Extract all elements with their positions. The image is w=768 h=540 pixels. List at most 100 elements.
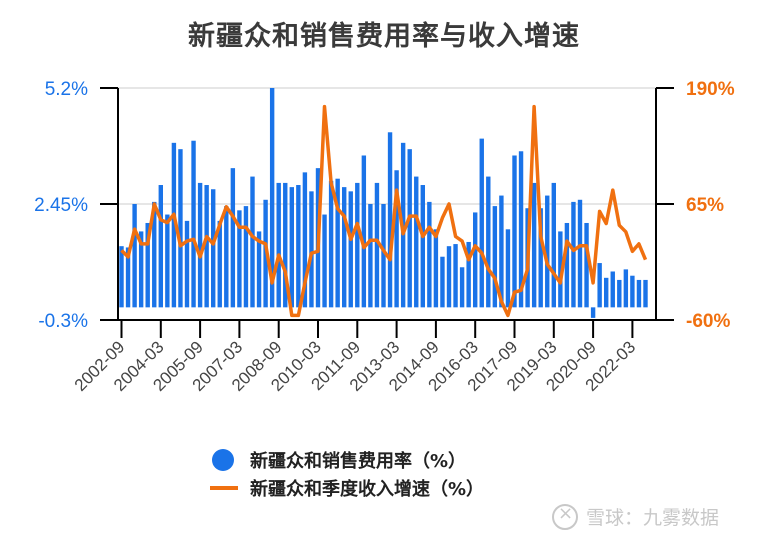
bar	[473, 212, 478, 308]
bar	[243, 206, 249, 308]
bar	[256, 231, 262, 308]
bar	[636, 279, 642, 308]
left-y-tick-label: 5.2%	[45, 79, 88, 100]
bar	[119, 246, 124, 308]
bar	[604, 277, 609, 308]
bar	[158, 185, 163, 308]
bar	[531, 182, 537, 308]
bar	[453, 244, 458, 308]
circle-marker-icon	[212, 449, 234, 471]
bar	[355, 182, 360, 308]
right-y-tick-label: 65%	[686, 195, 724, 216]
bar	[204, 185, 209, 308]
axes	[100, 87, 674, 338]
bar	[309, 191, 314, 308]
revenue-growth-line	[120, 104, 648, 318]
chart-title: 新疆众和销售费用率与收入增速	[188, 21, 580, 52]
bar	[414, 176, 419, 308]
bar	[138, 231, 144, 308]
bar	[250, 176, 255, 308]
bar	[328, 180, 334, 308]
legend-label-line: 新疆众和季度收入增速（%）	[250, 479, 485, 500]
left-axis-labels: 5.2% 2.45% -0.3%	[34, 79, 88, 332]
bar	[197, 182, 203, 308]
legend-label-bar: 新疆众和销售费用率（%）	[250, 451, 467, 472]
bar	[538, 208, 543, 308]
bar	[132, 204, 137, 308]
bar	[394, 170, 399, 308]
bar	[348, 191, 353, 308]
right-axis-labels: 190% 65% -60%	[686, 79, 735, 332]
left-y-tick-label: -0.3%	[38, 311, 88, 332]
snowball-logo-icon	[552, 503, 578, 530]
bar	[597, 263, 602, 308]
bar	[178, 149, 183, 308]
bar	[577, 199, 583, 308]
bar	[289, 187, 294, 308]
bar	[283, 182, 288, 308]
bar	[590, 307, 596, 318]
bar	[381, 204, 386, 308]
bar	[433, 229, 439, 308]
bar	[269, 88, 275, 308]
bar	[610, 271, 615, 308]
bar	[368, 204, 373, 308]
bar	[459, 267, 465, 308]
bar-series	[119, 88, 648, 318]
bar	[630, 275, 635, 308]
bar	[237, 210, 242, 308]
bar	[499, 195, 504, 308]
bar	[545, 195, 550, 308]
bar	[191, 140, 196, 308]
bar	[505, 229, 511, 308]
legend-item-bar[interactable]: 新疆众和销售费用率（%）	[210, 446, 484, 474]
bar	[224, 206, 229, 308]
bar	[486, 176, 491, 308]
line-series	[120, 104, 648, 318]
bar	[230, 168, 236, 308]
bar	[302, 172, 308, 308]
bar	[420, 185, 425, 308]
x-axis-labels: 2002-092004-032005-092007-032008-092010-…	[71, 337, 639, 395]
bar	[558, 231, 563, 308]
right-y-tick-label: 190%	[686, 79, 735, 100]
bar	[551, 182, 556, 308]
bar	[184, 220, 190, 308]
bar	[407, 149, 412, 308]
bar	[512, 155, 517, 308]
bar	[466, 241, 471, 308]
bar	[276, 182, 281, 308]
bar	[387, 132, 393, 308]
bar	[623, 269, 629, 308]
legend-item-line[interactable]: 新疆众和季度收入增速（%）	[210, 474, 484, 502]
line-marker-icon	[210, 486, 238, 490]
bar	[584, 222, 589, 308]
bar	[446, 246, 452, 308]
bar	[322, 214, 327, 308]
bar	[564, 222, 570, 308]
bar	[145, 222, 150, 308]
bar	[617, 279, 622, 308]
bar	[296, 185, 301, 308]
bar	[427, 201, 432, 308]
legend: 新疆众和销售费用率（%） 新疆众和季度收入增速（%）	[210, 446, 484, 502]
bar	[342, 187, 347, 308]
bar	[165, 214, 170, 308]
bar	[171, 142, 177, 308]
right-y-tick-label: -60%	[686, 311, 730, 332]
bar	[152, 201, 157, 308]
bar	[571, 201, 576, 308]
bar	[374, 182, 380, 308]
bar	[643, 279, 648, 308]
bar	[217, 220, 222, 308]
bar	[211, 189, 216, 308]
watermark: 雪球：九雾数据	[552, 503, 719, 530]
bar	[125, 247, 131, 308]
left-y-tick-label: 2.45%	[34, 195, 88, 216]
bar	[479, 138, 484, 308]
bar	[361, 155, 367, 308]
watermark-text: 雪球：九雾数据	[586, 507, 720, 529]
bar	[518, 151, 524, 308]
bar	[440, 256, 445, 308]
